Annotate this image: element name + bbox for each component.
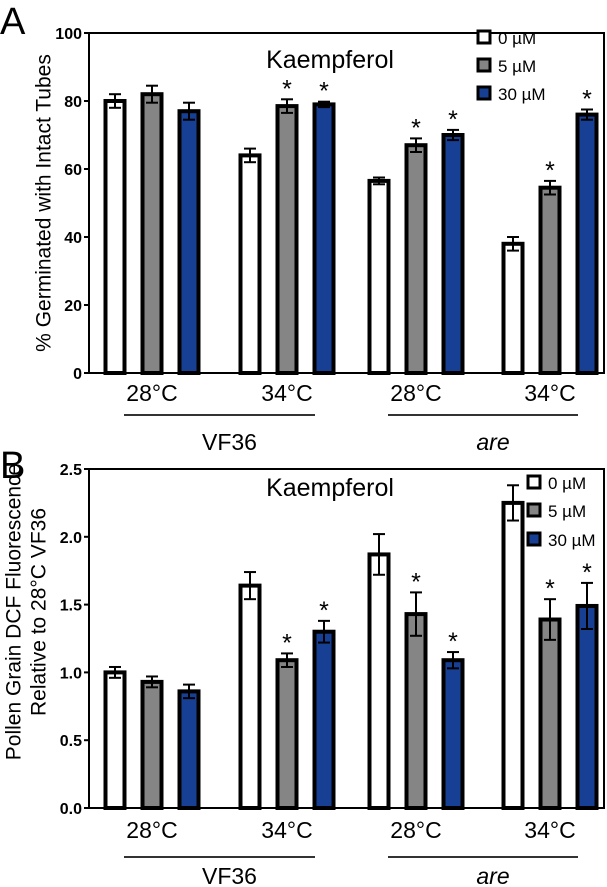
panel-letter: B [0,445,25,487]
bar [238,153,262,375]
legend-label: 0 µM [498,29,536,48]
bar [575,112,599,375]
bar [538,185,562,375]
bar [367,178,391,375]
x-category-label: 28°C [126,817,177,843]
x-category-label: 34°C [524,380,575,406]
significance-marker: * [582,86,592,114]
legend-swatch [526,474,542,490]
y-tick-label: 2.0 [60,530,82,547]
bar [238,583,262,811]
bar [538,617,562,810]
y-tick-label: 0.0 [60,801,82,818]
significance-marker: * [545,575,555,603]
bar [501,500,525,810]
bar [367,552,391,810]
bar [404,143,428,375]
panel-b: B 0.0 0.5 1.0 1.5 2.0 2.5 Pollen Grain DCF Fluo… [0,445,605,887]
x-category-label: 28°C [390,380,441,406]
significance-marker: * [282,75,292,103]
y-tick-label: 0 [73,366,82,383]
genotype-label: VF36 [202,863,257,887]
bar [312,102,336,376]
chart-title: Kaempferol [266,46,394,74]
y-tick-label: 80 [64,94,82,111]
significance-marker: * [282,629,292,657]
legend-swatch [476,57,492,73]
y-tick-label: 60 [64,162,82,179]
y-tick-label: 100 [55,26,82,43]
genotype-label: are [476,863,509,887]
bar [140,92,164,375]
legend-swatch [476,29,492,45]
x-category-label: 34°C [261,817,312,843]
y-tick-label: 1.5 [60,598,82,615]
plot-frame [88,32,605,374]
significance-marker: * [448,628,458,656]
bar [575,603,599,810]
panel-letter: A [0,1,26,43]
significance-marker: * [545,157,555,185]
significance-marker: * [319,78,329,106]
panel-a: A 0 20 40 60 80 100 % Germinated with Intact Tu… [0,1,605,455]
bar [103,99,127,375]
bar [275,104,299,375]
bar [441,133,465,375]
legend-label: 5 µM [548,502,586,521]
significance-marker: * [319,597,329,625]
legend-swatch [476,85,492,101]
bar [103,670,127,811]
x-category-label: 34°C [261,380,312,406]
significance-marker: * [448,106,458,134]
y-axis-label: Relative to 28°C VF36 [28,508,51,716]
chart-title: Kaempferol [266,474,394,502]
bar [312,629,336,810]
y-axis-label: Pollen Grain DCF Fluorescence [3,464,26,760]
significance-marker: * [411,114,421,142]
bar [140,679,164,811]
bar [404,612,428,810]
bar [275,658,299,810]
y-tick-label: 40 [64,230,82,247]
significance-marker: * [582,559,592,587]
bar [501,241,525,375]
x-category-label: 28°C [126,380,177,406]
genotype-label: are [476,429,509,455]
y-tick-label: 2.5 [60,462,82,479]
bar [177,109,201,375]
bar [177,689,201,810]
x-category-label: 34°C [524,817,575,843]
legend-label: 5 µM [498,57,536,76]
legend-swatch [526,531,542,547]
y-tick-label: 1.0 [60,665,82,682]
significance-marker: * [411,568,421,596]
legend-label: 0 µM [548,474,586,493]
y-axis-label: % Germinated with Intact Tubes [33,54,56,352]
legend-swatch [526,502,542,518]
y-tick-label: 20 [64,298,82,315]
genotype-label: VF36 [202,429,257,455]
x-category-label: 28°C [390,817,441,843]
legend-label: 30 µM [548,531,596,550]
bar [441,658,465,810]
plot-frame [88,468,605,809]
legend-label: 30 µM [498,85,546,104]
y-tick-label: 0.5 [60,733,82,750]
